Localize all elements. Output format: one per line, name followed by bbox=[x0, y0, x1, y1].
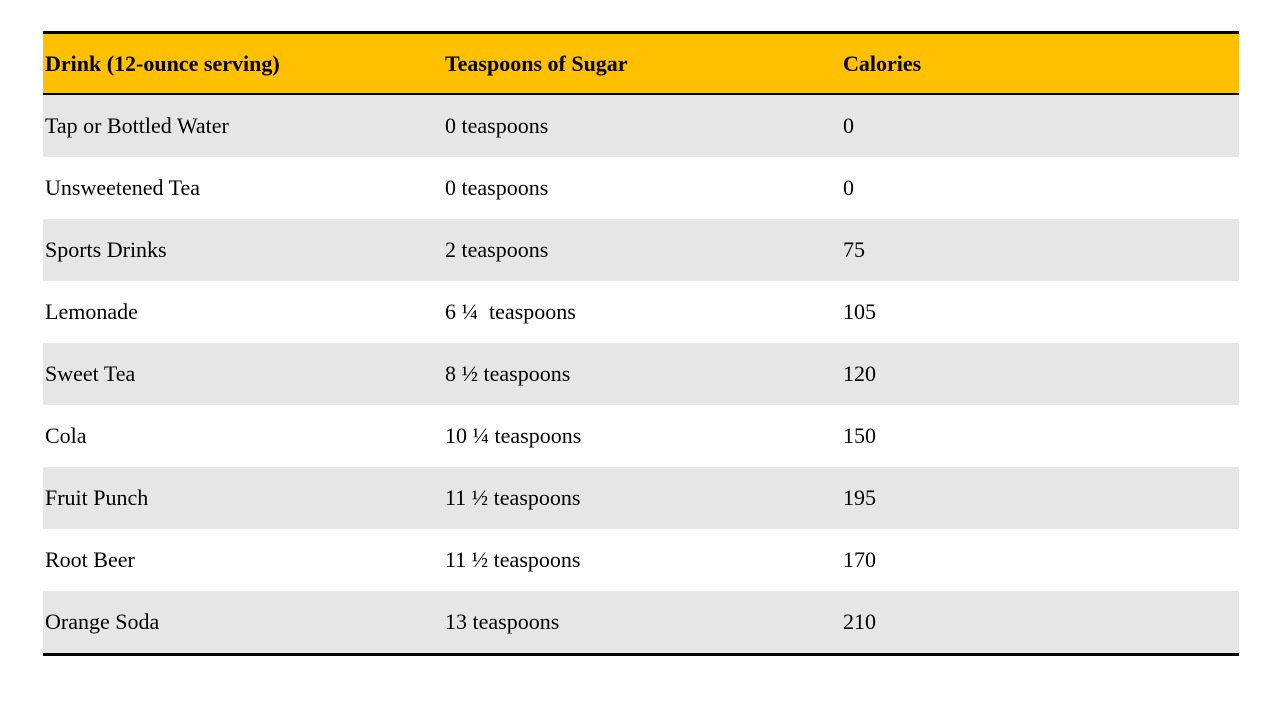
cell-sugar: 6 ¼ teaspoons bbox=[445, 299, 576, 324]
cell-calories: 210 bbox=[843, 609, 876, 634]
cell-drink: Sweet Tea bbox=[45, 361, 136, 386]
cell-sugar: 13 teaspoons bbox=[445, 609, 560, 634]
cell-calories: 150 bbox=[843, 423, 876, 448]
cell-calories: 0 bbox=[843, 113, 854, 138]
cell-drink: Cola bbox=[45, 423, 87, 448]
table-row: Root Beer 11 ½ teaspoons 170 bbox=[43, 529, 1239, 591]
cell-sugar: 0 teaspoons bbox=[445, 175, 549, 200]
header-teaspoons-of-sugar: Teaspoons of Sugar bbox=[445, 50, 628, 76]
table-row: Lemonade 6 ¼ teaspoons 105 bbox=[43, 281, 1239, 343]
header-drink: Drink (12-ounce serving) bbox=[45, 50, 280, 76]
table-header-row: Drink (12-ounce serving) Teaspoons of Su… bbox=[43, 34, 1239, 95]
cell-drink: Unsweetened Tea bbox=[45, 175, 201, 200]
cell-calories: 170 bbox=[843, 547, 876, 572]
cell-sugar: 10 ¼ teaspoons bbox=[445, 423, 582, 448]
table-row: Unsweetened Tea 0 teaspoons 0 bbox=[43, 157, 1239, 219]
cell-sugar: 2 teaspoons bbox=[445, 237, 549, 262]
header-calories: Calories bbox=[843, 50, 922, 76]
cell-drink: Sports Drinks bbox=[45, 237, 167, 262]
sugar-calories-table: Drink (12-ounce serving) Teaspoons of Su… bbox=[43, 31, 1239, 656]
cell-calories: 0 bbox=[843, 175, 854, 200]
cell-drink: Lemonade bbox=[45, 299, 138, 324]
cell-calories: 105 bbox=[843, 299, 876, 324]
cell-sugar: 8 ½ teaspoons bbox=[445, 361, 571, 386]
cell-drink: Root Beer bbox=[45, 547, 135, 572]
table-row: Tap or Bottled Water 0 teaspoons 0 bbox=[43, 95, 1239, 157]
cell-sugar: 11 ½ teaspoons bbox=[445, 485, 581, 510]
cell-drink: Orange Soda bbox=[45, 609, 160, 634]
cell-drink: Fruit Punch bbox=[45, 485, 149, 510]
cell-calories: 195 bbox=[843, 485, 876, 510]
cell-calories: 75 bbox=[843, 237, 865, 262]
cell-drink: Tap or Bottled Water bbox=[45, 113, 229, 138]
table-row: Sweet Tea 8 ½ teaspoons 120 bbox=[43, 343, 1239, 405]
table-row: Fruit Punch 11 ½ teaspoons 195 bbox=[43, 467, 1239, 529]
cell-sugar: 0 teaspoons bbox=[445, 113, 549, 138]
table-row: Sports Drinks 2 teaspoons 75 bbox=[43, 219, 1239, 281]
cell-sugar: 11 ½ teaspoons bbox=[445, 547, 581, 572]
cell-calories: 120 bbox=[843, 361, 876, 386]
table-row: Orange Soda 13 teaspoons 210 bbox=[43, 591, 1239, 653]
table-row: Cola 10 ¼ teaspoons 150 bbox=[43, 405, 1239, 467]
